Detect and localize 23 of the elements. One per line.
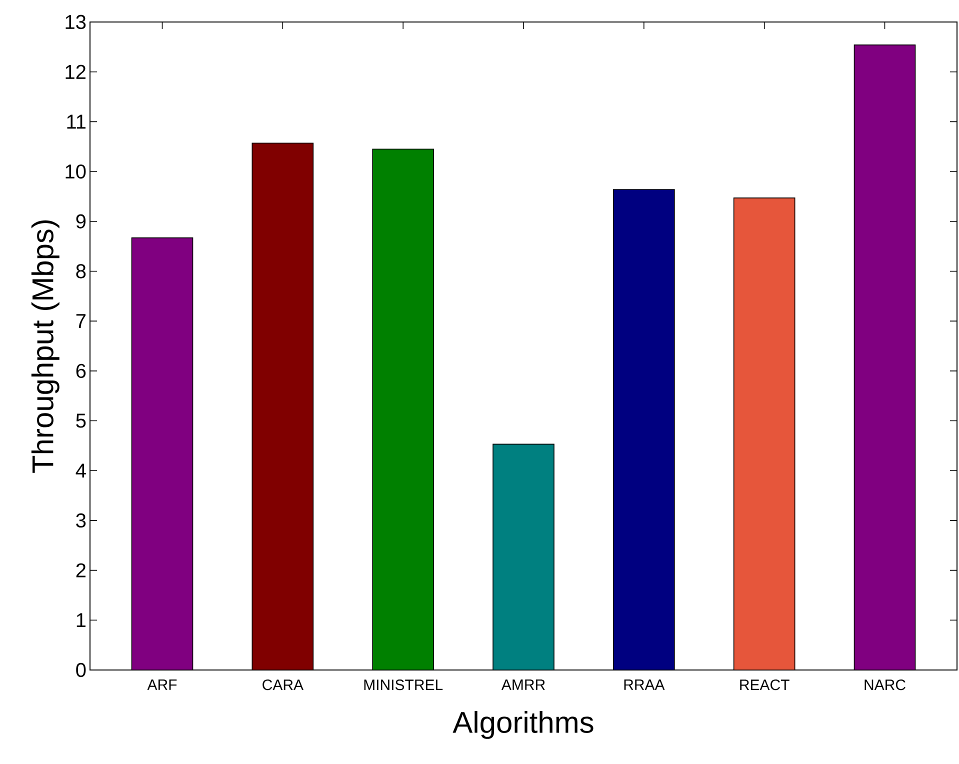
y-tick-label: 2 xyxy=(76,563,86,578)
y-tick-label: 13 xyxy=(66,14,86,30)
y-tick-label: 11 xyxy=(67,114,86,129)
y-axis-title: Throughput (Mbps) xyxy=(31,220,60,473)
x-tick-label: NARC xyxy=(864,680,906,690)
y-tick-label: 12 xyxy=(66,64,86,79)
y-tick-label: 3 xyxy=(76,513,86,528)
y-tick-label: 10 xyxy=(66,164,86,179)
x-axis-title: Algorithms xyxy=(452,710,594,739)
x-tick-label: AMRR xyxy=(501,680,545,690)
y-tick-label: 8 xyxy=(76,264,86,278)
y-tick-label: 0 xyxy=(76,662,86,678)
y-tick-label: 6 xyxy=(76,364,86,378)
x-tick-label: REACT xyxy=(740,680,790,690)
x-tick-label: ARF xyxy=(147,680,177,690)
y-tick-label: 9 xyxy=(76,214,86,228)
y-tick-label: 1 xyxy=(76,613,86,628)
x-tick-label: MINISTREL xyxy=(364,680,443,690)
y-tick-label: 7 xyxy=(76,314,86,328)
x-tick-label: RRAA xyxy=(624,680,665,690)
x-tick-label: CARA xyxy=(262,680,304,690)
y-tick-label: 5 xyxy=(76,414,86,428)
y-tick-label: 4 xyxy=(76,464,86,478)
